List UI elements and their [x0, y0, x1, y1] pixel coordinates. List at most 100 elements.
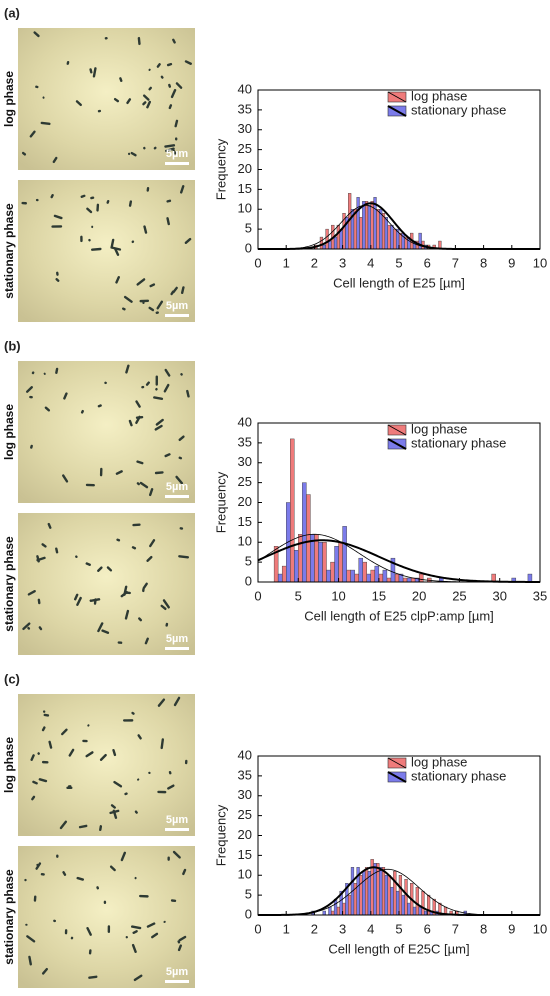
x-tick-label: 15	[372, 588, 386, 603]
cell	[35, 862, 42, 870]
cell	[107, 925, 111, 934]
cell	[160, 738, 165, 750]
cell	[130, 925, 142, 930]
x-tick-label: 8	[480, 921, 487, 936]
cell	[131, 943, 137, 954]
cell	[153, 396, 164, 400]
bar	[350, 569, 355, 583]
cell	[38, 626, 43, 631]
cell	[124, 609, 130, 620]
micrograph	[18, 846, 195, 988]
cell	[85, 562, 91, 566]
cell	[91, 225, 94, 229]
cell	[114, 247, 120, 256]
cell	[174, 137, 178, 141]
bar	[364, 867, 369, 916]
cell	[61, 728, 68, 736]
cell	[133, 974, 143, 982]
cell	[119, 77, 123, 82]
cell	[180, 185, 185, 194]
cell	[184, 759, 188, 765]
cell	[164, 144, 176, 148]
cell	[55, 278, 60, 282]
cell	[40, 872, 45, 876]
cell	[131, 711, 135, 715]
cell	[115, 470, 123, 475]
legend-label: stationary phase	[411, 102, 506, 117]
cell	[143, 146, 146, 150]
cell	[155, 311, 159, 314]
cell	[142, 101, 147, 106]
bar	[325, 228, 329, 250]
cell	[172, 850, 181, 859]
x-tick-label: 8	[480, 255, 487, 270]
legend-swatch-line	[387, 91, 407, 103]
cell	[124, 792, 128, 796]
bar	[393, 228, 397, 250]
cell	[80, 235, 83, 243]
legend-label: stationary phase	[411, 435, 506, 450]
x-tick-label: 4	[367, 255, 374, 270]
cell	[97, 404, 102, 408]
x-tick-label: 0	[254, 588, 261, 603]
cell	[180, 373, 183, 376]
cell	[148, 488, 154, 497]
bar	[394, 573, 400, 583]
x-tick-label: 5	[395, 255, 402, 270]
x-tick-label: 0	[254, 921, 261, 936]
cell	[128, 200, 133, 207]
y-tick-label: 15	[238, 847, 252, 862]
cell	[154, 471, 164, 475]
cell	[76, 596, 82, 606]
image-label: log phase	[2, 71, 16, 127]
bar	[354, 573, 359, 583]
y-tick-label: 10	[238, 201, 252, 216]
cell	[75, 555, 78, 559]
legend-swatch-line	[387, 438, 407, 450]
cell	[109, 865, 116, 872]
y-tick-label: 20	[238, 161, 252, 176]
bar	[290, 438, 295, 583]
cell	[170, 290, 175, 296]
cell	[62, 474, 69, 483]
micrograph	[18, 28, 195, 170]
cell	[96, 886, 99, 890]
bar	[326, 569, 331, 583]
cell	[144, 637, 149, 645]
cell	[131, 240, 135, 244]
x-tick-label: 5	[295, 588, 302, 603]
cell	[163, 920, 166, 923]
cell	[132, 930, 138, 934]
y-tick-label: 15	[238, 181, 252, 196]
y-tick-label: 30	[238, 454, 252, 469]
bar	[418, 573, 424, 583]
bar	[379, 209, 383, 250]
cell	[110, 238, 115, 249]
bar	[386, 577, 392, 583]
legend-swatch-line	[387, 757, 407, 769]
cell	[128, 419, 133, 427]
x-tick-label: 4	[367, 921, 374, 936]
image-label: log phase	[2, 737, 16, 793]
micrograph-bg	[18, 694, 195, 836]
cell	[97, 566, 103, 572]
cell	[138, 617, 143, 622]
cell	[80, 194, 86, 198]
cell	[170, 899, 177, 902]
cell	[174, 119, 179, 128]
bar	[421, 890, 425, 916]
cell	[97, 622, 104, 633]
x-tick-label: 6	[424, 255, 431, 270]
cell	[122, 307, 126, 311]
cell	[87, 724, 90, 727]
x-tick-label: 2	[311, 921, 318, 936]
cell	[76, 876, 85, 881]
cell	[47, 522, 52, 529]
bar	[358, 557, 363, 583]
y-tick-label: 5	[245, 221, 252, 236]
cell	[90, 598, 101, 602]
cell	[125, 936, 128, 939]
cell	[142, 94, 150, 101]
cell	[166, 62, 173, 67]
cell	[148, 771, 151, 775]
